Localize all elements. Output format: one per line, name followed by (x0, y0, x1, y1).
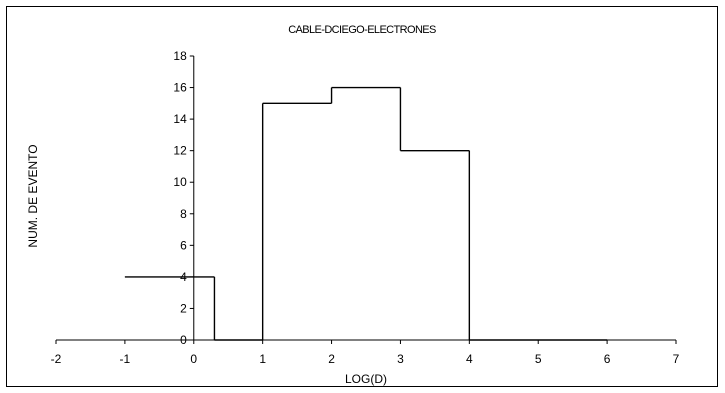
series-group (124, 86, 608, 341)
y-tick-label: 2 (180, 301, 187, 315)
y-tick-label: 8 (180, 207, 187, 221)
x-axis-label: LOG(D) (345, 372, 387, 386)
x-tick-label: 0 (190, 352, 197, 366)
x-tick-label: 6 (604, 352, 611, 366)
x-tick-label: 1 (259, 352, 266, 366)
chart-frame (6, 6, 718, 387)
x-tick-label: 4 (466, 352, 473, 366)
y-tick-label: 16 (173, 81, 187, 95)
y-axis-label: NUM. DE EVENTO (26, 144, 40, 247)
x-tick-label: 3 (397, 352, 404, 366)
y-tick-label: 10 (173, 175, 187, 189)
y-tick-label: 12 (173, 144, 187, 158)
y-tick-label: 18 (173, 49, 187, 63)
x-tick-label: 5 (535, 352, 542, 366)
y-tick-label: 14 (173, 112, 187, 126)
y-tick-label: 0 (180, 333, 187, 347)
x-tick-label: 7 (673, 352, 680, 366)
chart-title: CABLE-DCIEGO-ELECTRONES (288, 24, 436, 36)
x-tick-label: -1 (120, 352, 131, 366)
x-tick-label: -2 (51, 352, 62, 366)
x-tick-label: 2 (328, 352, 335, 366)
y-tick-label: 6 (180, 238, 187, 252)
